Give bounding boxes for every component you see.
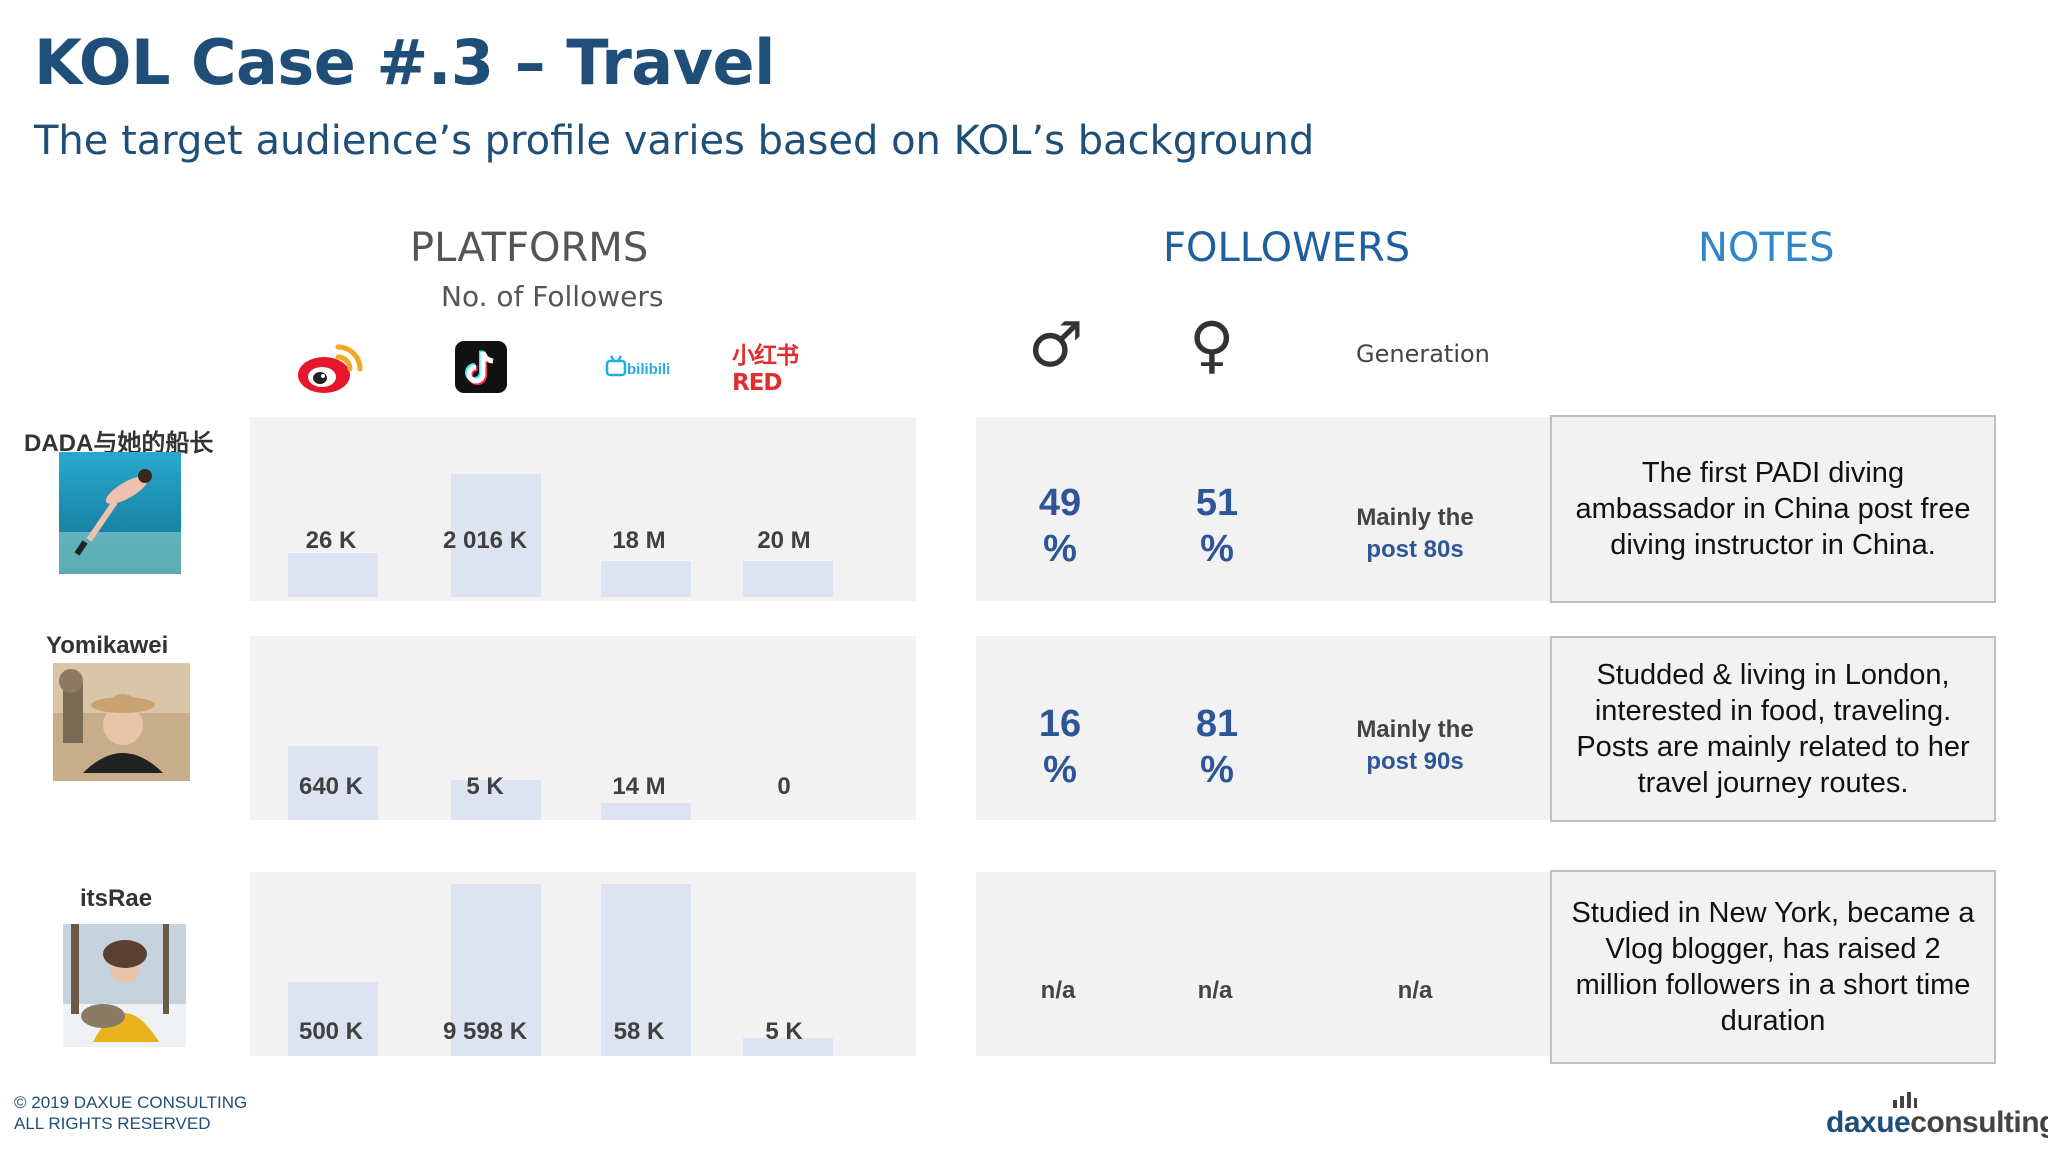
bar-label-weibo: 500 K bbox=[298, 1018, 364, 1045]
douyin-icon bbox=[455, 341, 507, 393]
bar-douyin bbox=[451, 884, 541, 1056]
female-percent: 51% bbox=[1195, 482, 1239, 570]
bar-weibo bbox=[288, 746, 378, 820]
bar-douyin bbox=[451, 474, 541, 597]
male-percent: 16% bbox=[1038, 703, 1082, 791]
platforms-heading: PLATFORMS bbox=[410, 225, 649, 271]
generation-heading: Generation bbox=[1356, 340, 1490, 368]
bar-weibo bbox=[288, 553, 378, 597]
note-box: Studded & living in London, interested i… bbox=[1550, 636, 1996, 822]
bar-label-douyin: 9 598 K bbox=[442, 1018, 528, 1045]
followers-heading: FOLLOWERS bbox=[1163, 225, 1411, 271]
note-box: The first PADI diving ambassador in Chin… bbox=[1550, 415, 1996, 603]
platforms-subheading: No. of Followers bbox=[441, 280, 664, 313]
bar-label-weibo: 640 K bbox=[298, 773, 364, 800]
kol-photo bbox=[59, 452, 181, 574]
kol-name: Yomikawei bbox=[46, 632, 169, 659]
bar-label-bilibili: 18 M bbox=[612, 527, 666, 554]
male-percent: 49% bbox=[1038, 482, 1082, 570]
bar-bilibili bbox=[601, 561, 691, 597]
red-icon: 小红书RED bbox=[732, 343, 799, 396]
svg-text:bilibili: bilibili bbox=[627, 361, 669, 378]
bar-label-bilibili: 58 K bbox=[613, 1018, 665, 1045]
male-percent: n/a bbox=[1040, 977, 1076, 1004]
female-icon: ♀ bbox=[1189, 308, 1235, 381]
bar-red bbox=[743, 561, 833, 597]
bar-bilibili bbox=[601, 884, 691, 1056]
page-subtitle: The target audience’s profile varies bas… bbox=[34, 118, 1315, 164]
bilibili-icon: bilibili bbox=[604, 352, 670, 382]
bar-douyin bbox=[451, 780, 541, 820]
followers-panel bbox=[976, 417, 1552, 601]
kol-photo bbox=[53, 663, 190, 781]
bar-label-bilibili: 14 M bbox=[612, 773, 666, 800]
generation-value: Mainly the post 80s bbox=[1356, 504, 1474, 563]
bar-label-weibo: 26 K bbox=[305, 527, 357, 554]
followers-panel bbox=[976, 872, 1552, 1056]
bar-label-red: 20 M bbox=[757, 527, 811, 554]
generation-value: Mainly the post 90s bbox=[1356, 716, 1474, 775]
bar-label-red: 0 bbox=[777, 773, 791, 800]
copyright: © 2019 DAXUE CONSULTING ALL RIGHTS RESERV… bbox=[14, 1093, 248, 1133]
bar-label-douyin: 5 K bbox=[466, 773, 504, 800]
female-percent: 81% bbox=[1195, 703, 1239, 791]
page-title: KOL Case #.3 – Travel bbox=[34, 26, 775, 99]
male-icon: ♂ bbox=[1028, 308, 1084, 381]
bar-label-douyin: 2 016 K bbox=[442, 527, 528, 554]
kol-name: itsRae bbox=[80, 885, 153, 912]
note-box: Studied in New York, became a Vlog blogg… bbox=[1550, 870, 1996, 1064]
bar-weibo bbox=[288, 982, 378, 1056]
female-percent: n/a bbox=[1197, 977, 1233, 1004]
bar-red bbox=[743, 1038, 833, 1056]
notes-heading: NOTES bbox=[1698, 225, 1835, 271]
weibo-icon bbox=[292, 336, 368, 396]
bar-bilibili bbox=[601, 803, 691, 820]
kol-photo bbox=[63, 924, 186, 1047]
bar-chart-icon bbox=[1893, 1092, 1917, 1108]
followers-panel bbox=[976, 636, 1552, 820]
generation-value: n/a bbox=[1397, 977, 1433, 1004]
bar-label-red: 5 K bbox=[765, 1018, 803, 1045]
brand-logo: daxueconsulting bbox=[1826, 1106, 2048, 1139]
